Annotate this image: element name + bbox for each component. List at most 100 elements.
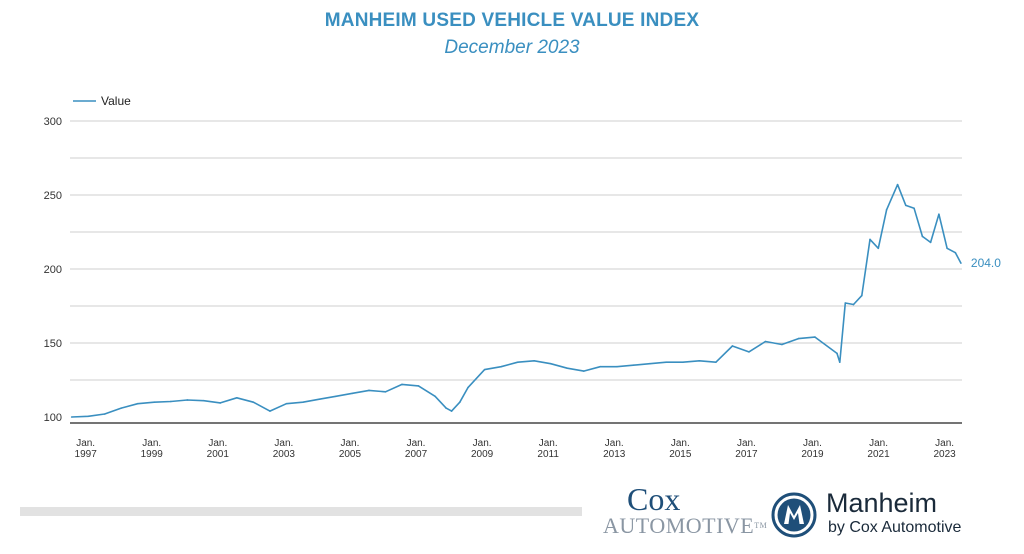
chart-subtitle: December 2023 [444, 37, 580, 58]
data-point [434, 395, 436, 398]
x-tick-label-month: Jan. [803, 438, 822, 449]
data-point [885, 209, 888, 211]
x-tick-label: Jan. 2011 [537, 438, 559, 460]
data-point [87, 415, 89, 418]
footer-divider-bar [20, 507, 582, 516]
x-tick-label-month: Jan. [869, 438, 888, 449]
x-tick-label: Jan. 2001 [207, 438, 230, 460]
data-point [615, 365, 618, 368]
data-point [459, 401, 461, 404]
data-point [368, 389, 370, 392]
x-tick-label: Jan. 2007 [405, 438, 428, 460]
data-point [599, 365, 602, 368]
data-point [401, 383, 403, 386]
data-point [467, 386, 469, 389]
data-point [384, 391, 387, 393]
data-point [186, 399, 189, 401]
automotive-word: Automotive [603, 513, 755, 538]
data-point [938, 213, 940, 216]
grid-lines [70, 120, 962, 381]
chart-title: MANHEIM USED VEHICLE VALUE INDEX [324, 10, 700, 31]
data-point [781, 343, 783, 346]
data-point [960, 262, 962, 264]
data-point [946, 247, 948, 250]
data-point [450, 410, 453, 412]
automotive-logo-text: AutomotiveTM [603, 513, 767, 538]
x-tick-label-month: Jan. [274, 438, 293, 449]
data-point [500, 365, 502, 368]
data-point [302, 401, 304, 404]
data-point [715, 361, 717, 364]
x-tick-label-month: Jan. [473, 438, 492, 449]
y-tick-label: 250 [44, 190, 62, 202]
data-point [665, 361, 668, 364]
x-tick-label-month: Jan. [605, 438, 624, 449]
x-tick-label: Jan. 2005 [339, 438, 362, 460]
x-tick-label: Jan. 2019 [801, 438, 824, 460]
data-point [764, 340, 767, 343]
data-point [252, 401, 255, 404]
data-point [269, 410, 271, 412]
data-point [929, 241, 932, 244]
data-point [417, 385, 420, 387]
data-point [153, 401, 156, 404]
x-tick-label: Jan. 1999 [141, 438, 164, 460]
x-tick-label-year: 2011 [537, 449, 559, 460]
data-point [120, 407, 123, 409]
data-point [731, 345, 734, 347]
data-point [954, 251, 957, 254]
x-tick-label-month: Jan. [340, 438, 359, 449]
data-point [351, 392, 354, 395]
trademark-mark: TM [754, 521, 768, 530]
x-tick-label: Jan. 2021 [867, 438, 890, 460]
data-point [335, 395, 337, 398]
x-tick-label-month: Jan. [142, 438, 161, 449]
manheim-tagline: by Cox Automotive [828, 519, 962, 536]
data-point [877, 247, 880, 250]
data-point [285, 402, 288, 405]
y-tick-label: 200 [44, 264, 62, 276]
data-point [814, 336, 816, 338]
x-tick-label-month: Jan. [208, 438, 227, 449]
data-point [533, 359, 535, 362]
data-point [103, 413, 106, 415]
x-tick-label-year: 2007 [405, 449, 428, 460]
x-tick-label-year: 2021 [867, 449, 890, 460]
y-tick-label: 100 [44, 412, 62, 424]
data-point [236, 396, 238, 399]
data-point [483, 368, 486, 371]
x-tick-label: Jan. 2017 [735, 438, 758, 460]
x-tick-label-year: 2017 [735, 449, 758, 460]
y-axis: 100 150 200 250 300 [44, 116, 62, 424]
legend: Value [73, 94, 131, 108]
x-tick-label-month: Jan. [76, 438, 95, 449]
data-point [698, 359, 701, 362]
data-point [869, 238, 871, 241]
manheim-wordmark: Manheim [826, 488, 938, 518]
x-tick-label-year: 2023 [933, 449, 956, 460]
data-point [169, 400, 172, 403]
x-tick-label: Jan. 2015 [669, 438, 692, 460]
data-point [203, 399, 205, 402]
y-tick-label: 300 [44, 116, 62, 128]
x-tick-label-year: 2013 [603, 449, 626, 460]
series-line-0 [71, 183, 962, 418]
cox-automotive-logo: Cox AutomotiveTM [603, 483, 767, 538]
data-point [318, 398, 321, 401]
data-point [921, 235, 924, 238]
x-tick-label: Jan. 2013 [603, 438, 626, 460]
x-tick-label-year: 2001 [207, 449, 230, 460]
x-tick-label-month: Jan. [737, 438, 756, 449]
data-point [70, 416, 73, 418]
data-point [844, 302, 847, 304]
series-layer: 204.0 [70, 183, 1001, 418]
data-point [549, 362, 552, 365]
data-point [516, 361, 519, 364]
x-tick-label-year: 2015 [669, 449, 692, 460]
y-tick-label: 150 [44, 338, 62, 350]
data-point [913, 207, 915, 210]
legend-label: Value [101, 94, 131, 108]
data-point [566, 367, 569, 369]
x-tick-label-year: 2005 [339, 449, 362, 460]
